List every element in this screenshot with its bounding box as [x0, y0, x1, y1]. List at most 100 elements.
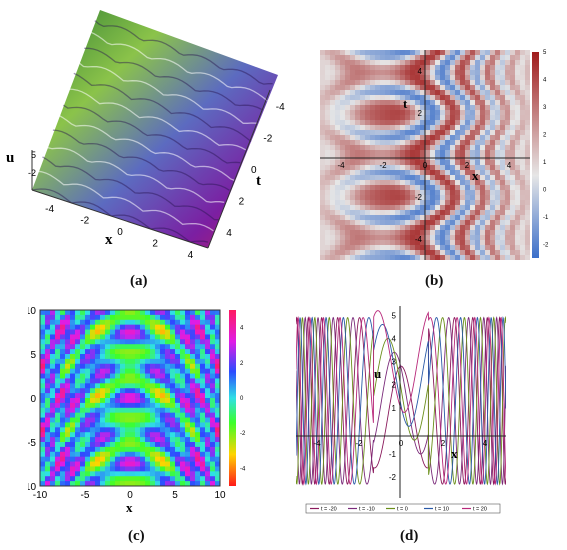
heatmap-cell — [130, 314, 136, 321]
heatmap-cell — [375, 180, 381, 186]
x-tick-label: 5 — [172, 490, 178, 501]
heatmap-cell — [80, 407, 86, 414]
heatmap-cell — [450, 50, 456, 56]
heatmap-cell — [215, 422, 220, 428]
heatmap-cell — [75, 476, 81, 482]
heatmap-cell — [330, 115, 336, 121]
heatmap-cell — [465, 80, 471, 86]
heatmap-cell — [445, 140, 451, 146]
heatmap-cell — [505, 180, 511, 186]
heatmap-cell — [385, 205, 391, 211]
heatmap-cell — [500, 175, 506, 181]
heatmap-cell — [105, 344, 111, 350]
heatmap-cell — [435, 200, 441, 206]
heatmap-cell — [450, 200, 456, 206]
heatmap-cell — [475, 165, 481, 171]
heatmap-cell — [60, 456, 66, 462]
heatmap-cell — [355, 210, 361, 216]
heatmap-cell — [365, 175, 371, 181]
heatmap-cell — [155, 432, 161, 438]
heatmap-cell — [70, 481, 76, 486]
heatmap-cell — [365, 100, 371, 106]
heatmap-cell — [400, 125, 406, 131]
heatmap-cell — [500, 130, 506, 136]
heatmap-cell — [460, 170, 466, 176]
heatmap-cell — [110, 402, 116, 409]
heatmap-cell — [210, 383, 216, 389]
heatmap-cell — [170, 383, 176, 389]
heatmap-cell — [345, 250, 351, 256]
heatmap-cell — [70, 456, 76, 462]
heatmap-cell — [55, 344, 61, 350]
heatmap-cell — [140, 422, 146, 428]
caption-c: (c) — [128, 528, 145, 544]
heatmap-cell — [140, 451, 146, 458]
heatmap-cell — [90, 461, 96, 467]
heatmap-cell — [40, 402, 46, 409]
heatmap-cell — [445, 175, 451, 181]
heatmap-cell — [50, 363, 56, 370]
heatmap-cell — [420, 125, 426, 131]
heatmap-cell — [475, 50, 481, 56]
legend-entry: t = 20 — [473, 507, 487, 513]
heatmap-cell — [375, 60, 381, 66]
heatmap-cell — [160, 319, 166, 326]
heatmap-cell — [460, 145, 466, 151]
heatmap-cell — [385, 85, 391, 91]
heatmap-cell — [115, 432, 121, 438]
heatmap-cell — [445, 195, 451, 201]
heatmap-cell — [140, 471, 146, 477]
heatmap-cell — [150, 393, 156, 399]
heatmap-cell — [150, 481, 156, 486]
heatmap-cell — [330, 120, 336, 126]
heatmap-cell — [60, 432, 66, 438]
heatmap-cell — [115, 442, 121, 448]
heatmap-cell — [470, 50, 476, 56]
heatmap-cell — [360, 130, 366, 136]
heatmap-cell — [450, 105, 456, 111]
heatmap-cell — [90, 466, 96, 472]
heatmap-cell — [400, 175, 406, 181]
heatmap-cell — [50, 339, 56, 345]
heatmap-cell — [320, 250, 326, 256]
heatmap-cell — [525, 185, 530, 191]
heatmap-cell — [445, 235, 451, 241]
heatmap-cell — [80, 310, 86, 316]
heatmap-cell — [200, 456, 206, 462]
heatmap-cell — [135, 466, 141, 472]
heatmap-cell — [140, 388, 146, 394]
heatmap-cell — [150, 388, 156, 394]
heatmap-cell — [490, 130, 496, 136]
heatmap-cell — [465, 150, 471, 156]
heatmap-cell — [420, 90, 426, 96]
heatmap-cell — [340, 245, 346, 251]
heatmap-cell — [510, 65, 516, 71]
heatmap-cell — [110, 442, 116, 448]
heatmap-cell — [410, 50, 416, 56]
heatmap-cell — [320, 215, 326, 221]
heatmap-cell — [425, 150, 431, 156]
heatmap-cell — [490, 65, 496, 71]
heatmap-cell — [340, 140, 346, 146]
heatmap-cell — [165, 476, 171, 482]
heatmap-cell — [505, 165, 511, 171]
heatmap-cell — [100, 398, 106, 404]
heatmap-cell — [370, 240, 376, 246]
heatmap-cell — [490, 95, 496, 101]
heatmap-cell — [100, 412, 106, 418]
heatmap-cell — [490, 50, 496, 56]
heatmap-cell — [490, 125, 496, 131]
heatmap-cell — [85, 388, 91, 394]
heatmap-cell — [365, 255, 371, 260]
heatmap-cell — [190, 324, 196, 330]
heatmap-cell — [100, 319, 106, 326]
heatmap-cell — [415, 65, 421, 71]
heatmap-cell — [65, 407, 71, 414]
heatmap-cell — [125, 373, 131, 379]
heatmap-cell — [420, 250, 426, 256]
heatmap-cell — [55, 422, 61, 428]
heatmap-cell — [375, 160, 381, 166]
heatmap-cell — [510, 220, 516, 226]
heatmap-cell — [480, 245, 486, 251]
heatmap-cell — [495, 165, 501, 171]
